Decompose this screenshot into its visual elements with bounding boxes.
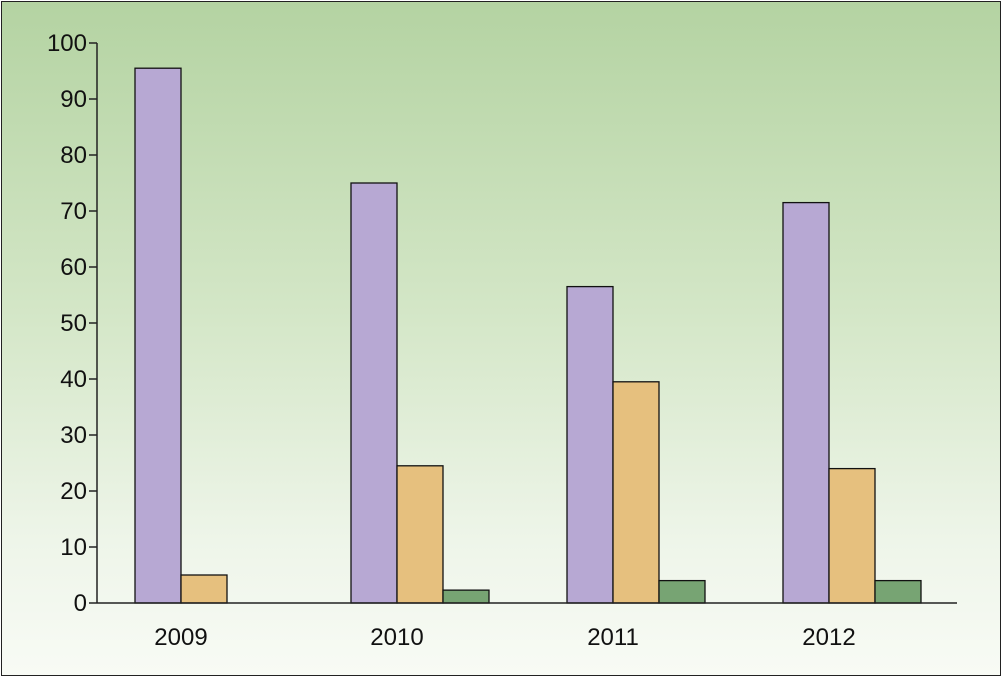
y-tick-label: 0	[74, 590, 87, 617]
y-tick-label: 50	[60, 310, 87, 337]
x-tick-label: 2011	[587, 624, 639, 651]
x-tick-label: 2009	[154, 624, 207, 651]
x-tick-label: 2010	[370, 624, 423, 651]
x-tick-label: 2012	[802, 624, 855, 651]
x-axis: 2009 2010 2011 2012	[97, 602, 957, 651]
y-tick-label: 20	[60, 478, 87, 505]
bar	[828, 467, 876, 604]
y-axis: 0 10 20 30 40 50 60 70 80 90 100	[47, 30, 98, 617]
bar	[782, 201, 830, 604]
bar	[442, 589, 490, 604]
y-tick-label: 10	[60, 534, 87, 561]
bar	[350, 182, 398, 604]
bar	[180, 574, 228, 604]
bar	[612, 381, 660, 604]
bar	[874, 579, 922, 604]
bar	[396, 465, 444, 604]
y-tick-label: 40	[60, 366, 87, 393]
bars	[134, 67, 922, 604]
y-tick-label: 70	[60, 198, 87, 225]
bar	[566, 285, 614, 604]
bar	[658, 579, 706, 604]
y-tick-label: 90	[60, 86, 87, 113]
y-tick-label: 100	[47, 30, 87, 57]
y-tick-label: 60	[60, 254, 87, 281]
bar	[134, 67, 182, 604]
y-tick-label: 30	[60, 422, 87, 449]
y-tick-label: 80	[60, 142, 87, 169]
